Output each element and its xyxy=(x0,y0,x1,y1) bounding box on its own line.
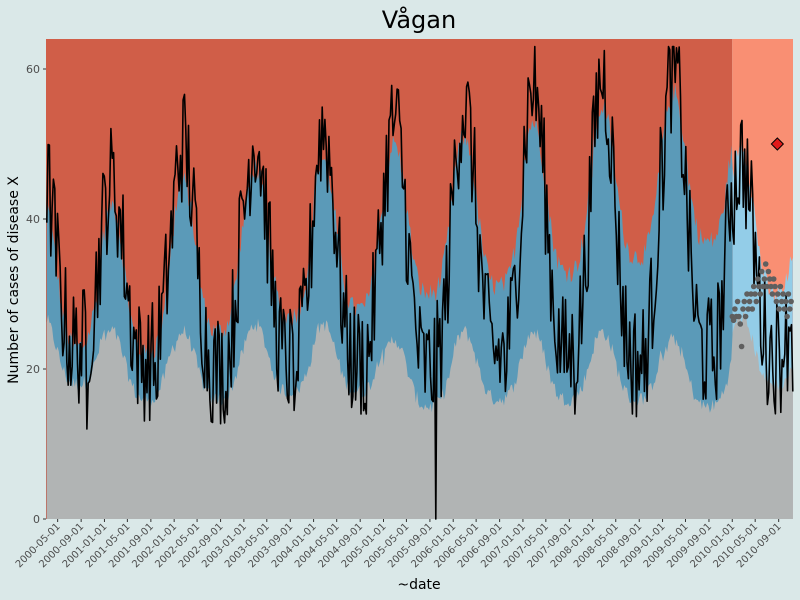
alert-marker xyxy=(770,137,785,151)
plot-area xyxy=(46,39,794,520)
chart-title: Vågan xyxy=(382,5,456,34)
data-point xyxy=(736,313,742,320)
y-tick-label: 40 xyxy=(26,213,40,226)
data-point xyxy=(765,268,772,275)
data-point xyxy=(766,276,773,282)
data-point xyxy=(740,306,746,312)
y-axis-label: Number of cases of disease X xyxy=(6,176,22,384)
data-point xyxy=(776,306,782,312)
data-point xyxy=(782,298,789,305)
data-point xyxy=(781,306,788,312)
x-axis: 2000-05-012000-09-012001-01-012001-05-01… xyxy=(14,519,784,570)
points-group xyxy=(729,261,794,350)
data-point xyxy=(744,291,750,297)
data-point xyxy=(770,276,777,282)
data-point xyxy=(753,298,760,305)
data-point xyxy=(778,298,785,305)
data-point xyxy=(764,283,770,290)
data-point xyxy=(757,291,764,297)
y-axis: 0 20 40 60 xyxy=(26,63,46,526)
data-point xyxy=(780,291,786,297)
data-point xyxy=(745,306,752,312)
y-tick-label: 20 xyxy=(26,363,40,376)
data-point xyxy=(772,283,778,290)
data-point xyxy=(760,283,766,290)
x-axis-label: ~date xyxy=(397,577,440,593)
y-tick-label: 0 xyxy=(33,513,40,526)
data-point xyxy=(746,298,753,305)
y-tick-label: 60 xyxy=(26,63,40,76)
data-point xyxy=(758,268,765,275)
data-point xyxy=(734,298,741,305)
data-point xyxy=(785,291,792,297)
data-point xyxy=(762,261,769,267)
data-point xyxy=(788,298,794,305)
data-point xyxy=(752,291,758,297)
data-point xyxy=(732,306,738,312)
data-point xyxy=(741,298,748,305)
data-point xyxy=(784,313,790,320)
data-point xyxy=(738,343,745,350)
observed-line xyxy=(46,45,794,520)
data-point xyxy=(742,313,749,320)
data-point xyxy=(749,306,756,312)
data-point xyxy=(768,283,774,290)
data-point xyxy=(774,291,781,297)
data-point xyxy=(737,321,744,327)
data-point xyxy=(777,283,784,290)
data-point xyxy=(761,276,768,282)
data-point xyxy=(756,283,762,290)
data-point xyxy=(769,291,776,297)
data-point xyxy=(787,306,793,312)
data-point xyxy=(754,276,761,282)
lower-band xyxy=(46,312,793,519)
data-point xyxy=(750,283,757,290)
data-point xyxy=(773,298,780,305)
data-point xyxy=(748,291,754,297)
